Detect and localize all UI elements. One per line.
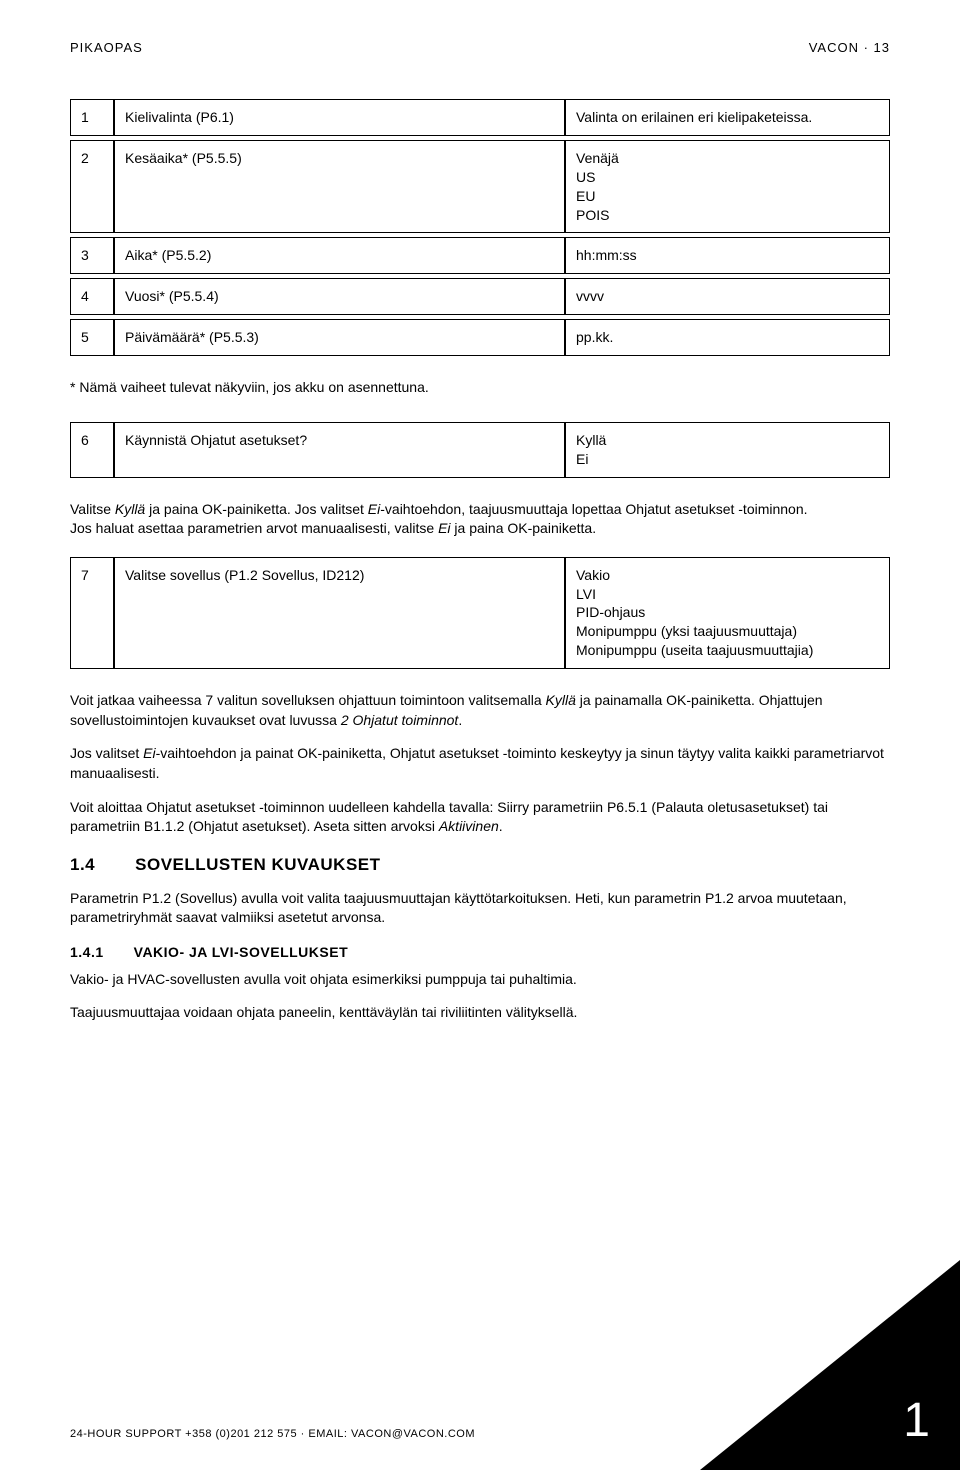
paragraph-ohjaus: Taajuusmuuttajaa voidaan ohjata paneelin… [70,1003,890,1023]
step-number: 4 [70,278,114,315]
subsection-number: 1.4.1 [70,944,104,960]
step-values: vvvv [565,278,890,315]
step-values: KylläEi [565,422,890,478]
paragraph-sovellus: Parametrin P1.2 (Sovellus) avulla voit v… [70,889,890,928]
step-description: Valitse sovellus (P1.2 Sovellus, ID212) [114,557,565,669]
subsection-title: VAKIO- JA LVI-SOVELLUKSET [134,944,348,960]
section-number: 1.4 [70,855,95,875]
paragraph-select-yes: Valitse Kyllä ja paina OK-painiketta. Jo… [70,500,890,539]
subsection-heading: 1.4.1 VAKIO- JA LVI-SOVELLUKSET [70,944,890,960]
table-row: 2Kesäaika* (P5.5.5)VenäjäUSEUPOIS [70,140,890,234]
header-left: PIKAOPAS [70,40,143,55]
step-description: Käynnistä Ohjatut asetukset? [114,422,565,478]
section-heading: 1.4 SOVELLUSTEN KUVAUKSET [70,855,890,875]
step-values: Valinta on erilainen eri kielipaketeissa… [565,99,890,136]
step-number: 2 [70,140,114,234]
step-values: hh:mm:ss [565,237,890,274]
step-description: Kielivalinta (P6.1) [114,99,565,136]
step-description: Kesäaika* (P5.5.5) [114,140,565,234]
step-values: pp.kk. [565,319,890,356]
step-number: 1 [70,99,114,136]
paragraph-continue: Voit jatkaa vaiheessa 7 valitun sovelluk… [70,691,890,730]
wizard-table-2: 6Käynnistä Ohjatut asetukset?KylläEi [70,418,890,482]
table-row: 6Käynnistä Ohjatut asetukset?KylläEi [70,422,890,478]
step-number: 7 [70,557,114,669]
chapter-number: 1 [903,1393,930,1448]
paragraph-hvac: Vakio- ja HVAC-sovellusten avulla voit o… [70,970,890,990]
step-values: VakioLVIPID-ohjausMonipumppu (yksi taaju… [565,557,890,669]
section-title: SOVELLUSTEN KUVAUKSET [135,855,380,874]
step-description: Päivämäärä* (P5.5.3) [114,319,565,356]
table-row: 3Aika* (P5.5.2)hh:mm:ss [70,237,890,274]
header-right: VACON · 13 [809,40,890,55]
wizard-table-3: 7Valitse sovellus (P1.2 Sovellus, ID212)… [70,553,890,673]
paragraph-ei-choice: Jos valitset Ei-vaihtoehdon ja painat OK… [70,744,890,783]
step-number: 3 [70,237,114,274]
step-description: Vuosi* (P5.5.4) [114,278,565,315]
page-header: PIKAOPAS VACON · 13 [70,40,890,55]
step-description: Aika* (P5.5.2) [114,237,565,274]
wizard-table-1: 1Kielivalinta (P6.1)Valinta on erilainen… [70,95,890,360]
step-values: VenäjäUSEUPOIS [565,140,890,234]
step-number: 6 [70,422,114,478]
table-row: 1Kielivalinta (P6.1)Valinta on erilainen… [70,99,890,136]
table-row: 4Vuosi* (P5.5.4)vvvv [70,278,890,315]
paragraph-restart: Voit aloittaa Ohjatut asetukset -toiminn… [70,798,890,837]
step-number: 5 [70,319,114,356]
table-row: 7Valitse sovellus (P1.2 Sovellus, ID212)… [70,557,890,669]
note-accumulator: * Nämä vaiheet tulevat näkyviin, jos akk… [70,378,890,398]
table-row: 5Päivämäärä* (P5.5.3)pp.kk. [70,319,890,356]
